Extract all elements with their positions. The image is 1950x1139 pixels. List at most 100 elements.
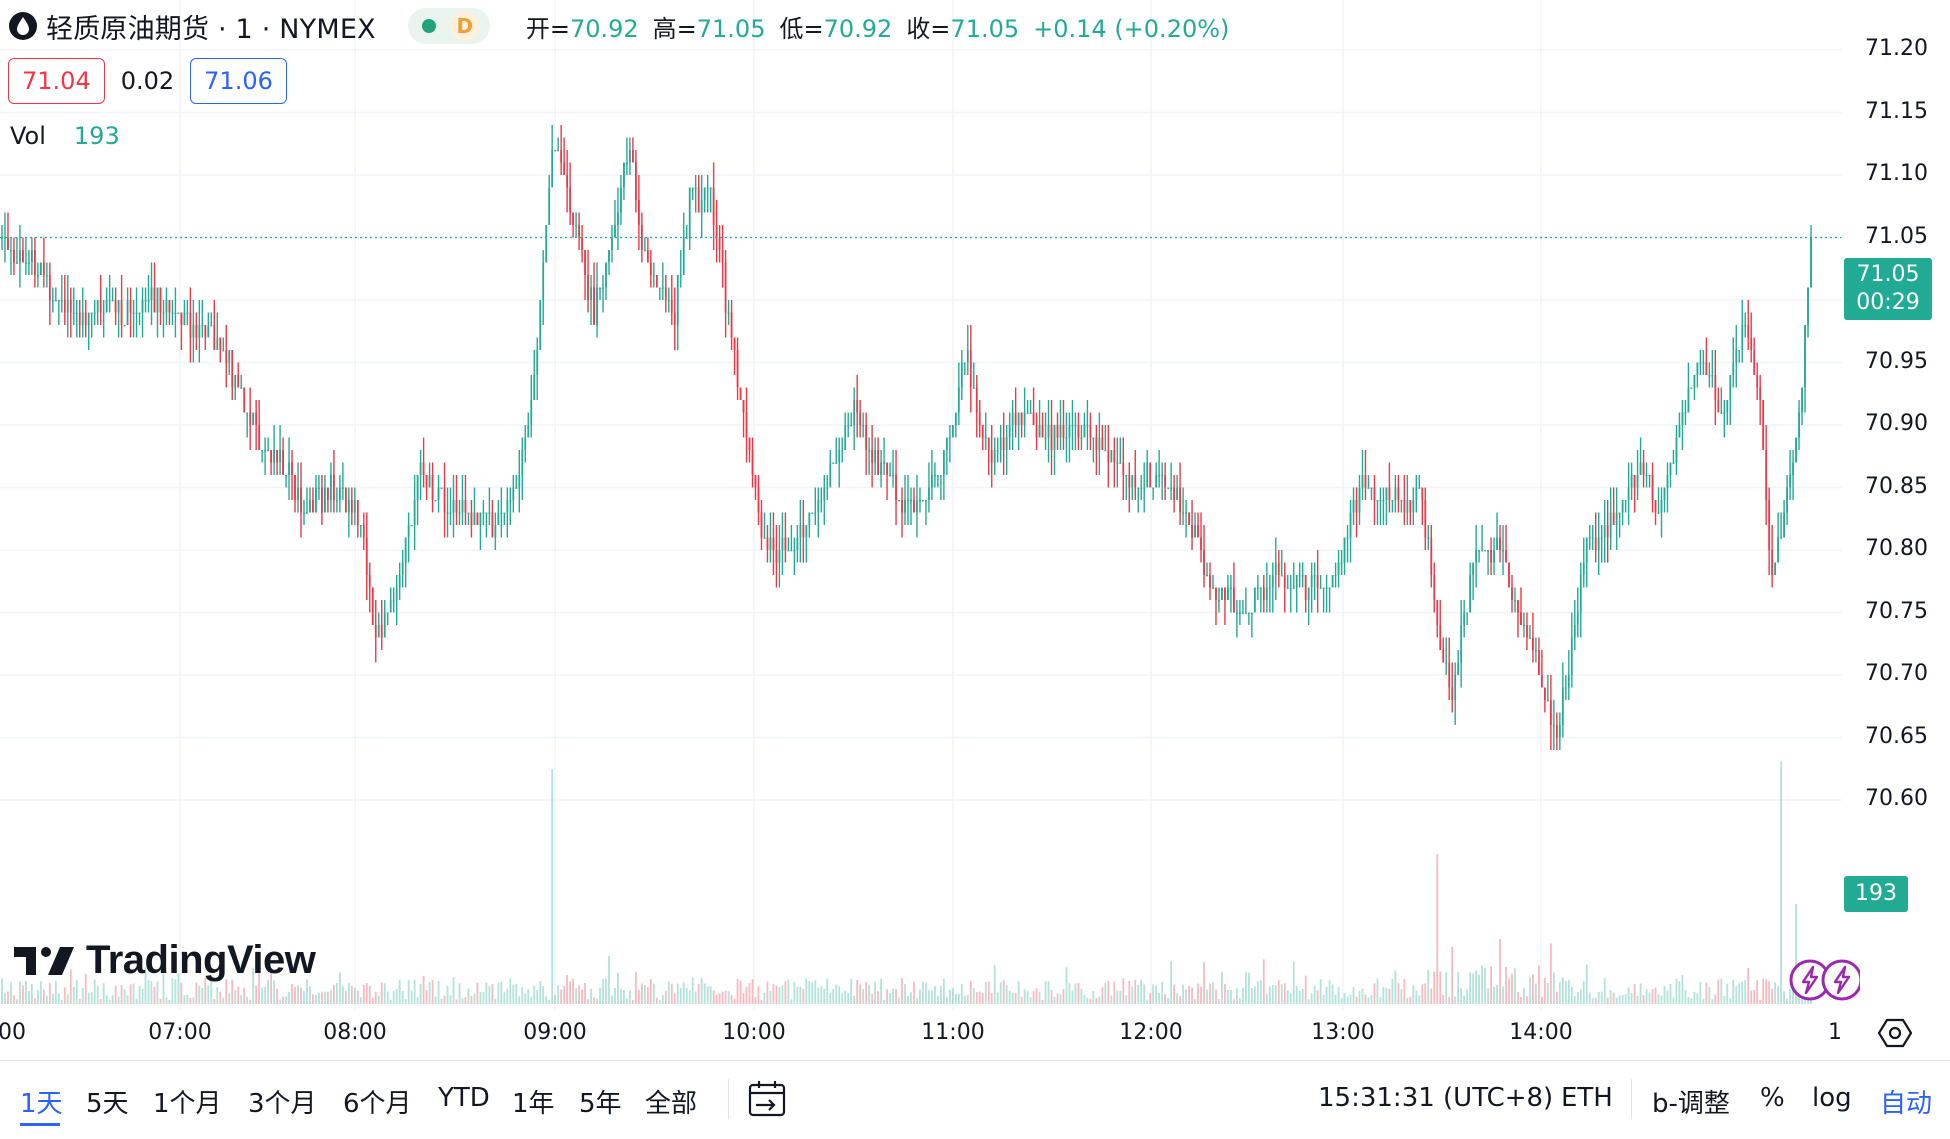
candle-body [706, 187, 709, 189]
volume-bar [563, 985, 566, 1004]
chart-settings-icon[interactable] [1878, 1016, 1912, 1050]
market-status-pill[interactable]: D [407, 8, 490, 44]
candle-body [1490, 550, 1492, 563]
candle-body [60, 300, 63, 302]
timezone-clock[interactable]: 15:31:31 (UTC+8) [1318, 1083, 1554, 1113]
range-button[interactable]: 5年 [579, 1089, 622, 1119]
candle-body [1549, 700, 1552, 725]
bid-price-button[interactable]: 71.04 [8, 58, 105, 104]
candle-body [757, 487, 760, 513]
candle-body [1505, 550, 1507, 563]
tradingview-logo[interactable]: TradingView [14, 938, 316, 983]
candle-body [1146, 462, 1149, 488]
volume-bar [1086, 997, 1089, 1004]
market-open-dot-icon [421, 19, 436, 33]
volume-bar [1355, 996, 1358, 1004]
range-button[interactable]: 1年 [512, 1089, 555, 1119]
candle-body [590, 287, 592, 300]
symbol-legend[interactable]: 轻质原油期货 · 1 · NYMEX D 开=70.92 高=71.05 低=70.… [8, 6, 1229, 46]
candle-body [440, 487, 443, 489]
range-button[interactable]: 全部 [645, 1089, 698, 1119]
candle-body [814, 512, 817, 514]
volume-bar [617, 972, 619, 1004]
candle-body [1609, 512, 1612, 538]
volume-bar [1059, 994, 1062, 1004]
volume-bar [321, 992, 323, 1004]
volume-bar [135, 998, 138, 1004]
candle-body [796, 537, 799, 550]
range-button[interactable]: 1个月 [153, 1089, 222, 1119]
candle-body [784, 537, 787, 550]
volume-bar [951, 988, 954, 1004]
candle-body [1059, 425, 1062, 438]
candle-body [1373, 487, 1376, 500]
volume-bar [1771, 988, 1774, 1004]
auto-scale-toggle[interactable]: 自动 [1880, 1089, 1933, 1119]
volume-bar [1035, 988, 1038, 1004]
volume-bar [1714, 994, 1717, 1004]
candle-body [1, 237, 3, 239]
candle-body [189, 312, 192, 338]
candle-body [993, 450, 996, 463]
candle-body [1532, 637, 1534, 650]
volume-bar [1155, 985, 1158, 1004]
candle-body [87, 312, 90, 325]
volume-bar [1597, 991, 1600, 1004]
candle-body [1508, 562, 1510, 588]
volume-legend[interactable]: Vol 193 [10, 122, 120, 150]
volume-bar [1555, 991, 1558, 1004]
ask-price-button[interactable]: 71.06 [190, 58, 287, 104]
range-button[interactable]: 1天 [20, 1089, 63, 1119]
volume-bar [1227, 990, 1229, 1004]
candle-body [1436, 600, 1439, 625]
percent-scale-toggle[interactable]: % [1760, 1083, 1785, 1113]
volume-bar [1535, 983, 1537, 1004]
volume-bar [1666, 990, 1669, 1004]
volume-bar [413, 979, 416, 1004]
candle-body [344, 487, 347, 513]
volume-bar [838, 986, 841, 1004]
volume-bar [862, 989, 865, 1004]
candle-body [1783, 512, 1785, 538]
volume-bar [365, 983, 368, 1004]
volume-bar [1696, 993, 1699, 1004]
range-button[interactable]: 5天 [86, 1089, 129, 1119]
candle-body [1690, 387, 1693, 389]
price-tick-label: 70.80 [1865, 536, 1928, 561]
goto-date-icon[interactable] [746, 1079, 788, 1119]
volume-bar [814, 980, 817, 1004]
price-chart[interactable] [0, 0, 1950, 1060]
range-button[interactable]: YTD [438, 1083, 490, 1113]
candle-body [557, 150, 560, 152]
candle-body [309, 500, 311, 513]
lightning-icon[interactable] [1788, 958, 1860, 1002]
volume-bar [1233, 999, 1235, 1004]
symbol-title: 轻质原油期货 · 1 · NYMEX [46, 13, 376, 45]
log-scale-toggle[interactable]: log [1812, 1083, 1852, 1113]
volume-bar [1624, 993, 1627, 1004]
adjust-toggle[interactable]: b-调整 [1652, 1089, 1730, 1119]
volume-bar [1639, 983, 1642, 1004]
volume-bar [291, 984, 293, 1004]
range-button[interactable]: 3个月 [248, 1089, 317, 1119]
session-toggle[interactable]: ETH [1561, 1083, 1613, 1113]
candle-body [1188, 512, 1190, 525]
volume-bar [539, 981, 542, 1004]
range-button[interactable]: 6个月 [343, 1089, 412, 1119]
volume-bar [1056, 993, 1059, 1004]
volume-bar [1672, 997, 1675, 1004]
candle-body [1666, 475, 1669, 488]
candle-body [1062, 425, 1065, 438]
candle-body [829, 462, 832, 488]
volume-bar [48, 983, 51, 1004]
candle-body [1029, 412, 1032, 414]
candle-body [1511, 587, 1513, 600]
volume-bar [1606, 997, 1609, 1004]
volume-bar [4, 993, 6, 1004]
candle-body [347, 500, 350, 513]
volume-bar [282, 996, 284, 1004]
candle-body [778, 550, 781, 563]
candle-body [512, 487, 515, 500]
candle-body [712, 187, 715, 225]
volume-bar [620, 989, 622, 1004]
